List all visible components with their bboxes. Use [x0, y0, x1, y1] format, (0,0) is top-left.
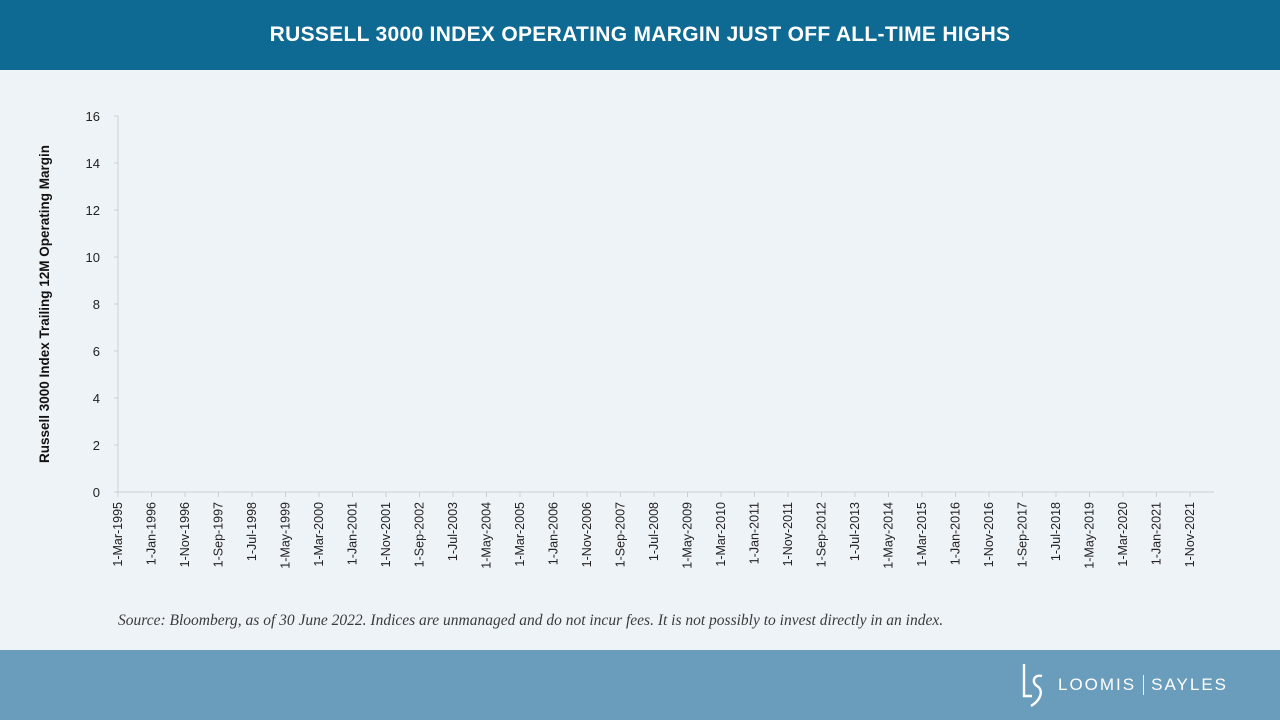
- x-tick-label: 1-Jul-2018: [1049, 502, 1063, 561]
- x-tick-label: 1-Sep-1997: [212, 502, 226, 567]
- footer-bar: LOOMIS SAYLES: [0, 650, 1280, 720]
- x-tick-label: 1-Nov-2006: [580, 502, 594, 567]
- x-tick-label: 1-Jan-2016: [949, 502, 963, 565]
- x-tick-label: 1-Nov-1996: [178, 502, 192, 567]
- x-tick-label: 1-Mar-1995: [111, 502, 125, 567]
- chart-area: 0 2 4 6 8 10 12 14 16 1-Mar-1995 1-Jan-1996 1-Nov-1…: [0, 70, 1280, 650]
- y-tick-label: 12: [86, 203, 100, 218]
- x-tick-label: 1-Jan-2011: [748, 502, 762, 564]
- x-tick-label: 1-Nov-2016: [982, 502, 996, 567]
- loomis-sayles-ls-icon: [1022, 664, 1043, 708]
- y-tick-label: 0: [93, 485, 100, 500]
- x-tick-label: 1-Sep-2007: [614, 502, 628, 567]
- y-tick-label: 16: [86, 109, 100, 124]
- x-tick-label: 1-May-1999: [279, 502, 293, 569]
- x-tick-label: 1-Jul-2013: [848, 502, 862, 561]
- x-tick-label: 1-Nov-2011: [781, 502, 795, 566]
- y-tick-label: 14: [86, 156, 100, 171]
- x-tick-label: 1-Mar-2015: [915, 502, 929, 567]
- x-tick-label: 1-May-2009: [681, 502, 695, 569]
- x-tick-label: 1-Nov-2021: [1183, 502, 1197, 567]
- header-bar: RUSSELL 3000 INDEX OPERATING MARGIN JUST…: [0, 0, 1280, 70]
- x-tick-label: 1-Jul-2003: [446, 502, 460, 561]
- x-tick-label: 1-Jul-1998: [245, 502, 259, 561]
- x-tick-label: 1-Sep-2012: [815, 502, 829, 567]
- x-tick-label: 1-May-2014: [882, 502, 896, 569]
- x-tick-label: 1-Mar-2000: [312, 502, 326, 567]
- x-tick-label: 1-May-2004: [480, 502, 494, 569]
- logo-wordmark: LOOMIS SAYLES: [1058, 675, 1228, 695]
- y-axis-title: Russell 3000 Index Trailing 12M Operatin…: [37, 145, 52, 463]
- y-tick-label: 4: [93, 391, 100, 406]
- y-tick-label: 8: [93, 297, 100, 312]
- x-tick-label: 1-Sep-2017: [1016, 502, 1030, 567]
- page-title: RUSSELL 3000 INDEX OPERATING MARGIN JUST…: [269, 23, 1011, 46]
- x-tick-label: 1-Jan-1996: [145, 502, 159, 565]
- x-tick-label: 1-Sep-2002: [413, 502, 427, 567]
- y-tick-label: 10: [86, 250, 100, 265]
- logo-divider: [1143, 675, 1145, 695]
- logo-word-sayles: SAYLES: [1151, 675, 1228, 694]
- x-tick-label: 1-Nov-2001: [379, 502, 393, 567]
- y-tick-label: 2: [93, 438, 100, 453]
- y-tick-label: 6: [93, 344, 100, 359]
- x-tick-label: 1-Jan-2006: [547, 502, 561, 565]
- x-tick-label: 1-Jul-2008: [647, 502, 661, 561]
- logo-word-loomis: LOOMIS: [1057, 675, 1137, 694]
- x-tick-label: 1-Jan-2001: [346, 502, 360, 565]
- x-tick-label: 1-May-2019: [1083, 502, 1097, 569]
- x-tick-label: 1-Mar-2005: [513, 502, 527, 567]
- x-tick-label: 1-Mar-2010: [714, 502, 728, 567]
- x-tick-label: 1-Jan-2021: [1150, 502, 1164, 565]
- x-tick-label: 1-Mar-2020: [1116, 502, 1130, 567]
- source-note: Source: Bloomberg, as of 30 June 2022. I…: [118, 612, 944, 629]
- logo: LOOMIS SAYLES: [1018, 662, 1228, 708]
- chart: 0 2 4 6 8 10 12 14 16 1-Mar-1995 1-Jan-1996 1-Nov-1…: [37, 109, 1214, 569]
